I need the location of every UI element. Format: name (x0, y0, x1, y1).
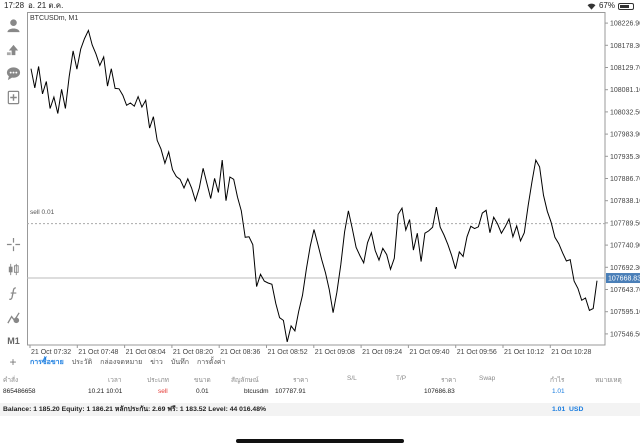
candles-icon[interactable] (4, 260, 23, 278)
col-profit: กำไร (550, 377, 565, 384)
x-tick-label: 21 Oct 10:12 (504, 349, 544, 355)
battery-percent: 67% (598, 1, 615, 10)
col-time: เวลา (108, 377, 122, 384)
order-line-label: sell 0.01 (30, 209, 55, 216)
cell-time: 10.21 10:01 (88, 388, 123, 395)
col-type: ประเภท (147, 377, 169, 384)
battery-fill (620, 4, 630, 8)
x-tick-label: 21 Oct 08:04 (126, 349, 166, 355)
y-tick-label: 108226.90 (610, 21, 640, 28)
add-tab-button[interactable]: + (9, 355, 17, 369)
table-header: คำสั่ง เวลา ประเภท ขนาด สัญลักษณ์ ราคา S… (0, 373, 640, 386)
price-line (30, 28, 598, 343)
status-bar: 17:28 อ. 21 ต.ค. 67% (0, 0, 640, 12)
trade-icon[interactable] (4, 40, 23, 58)
cell-price-open: 107787.91 (275, 388, 306, 395)
col-comment: หมายเหตุ (595, 377, 622, 384)
status-time: 17:28 (4, 1, 25, 10)
timeframe-button[interactable]: M1 (7, 336, 20, 346)
cell-volume: 0.01 (196, 388, 209, 395)
objects-icon[interactable] (4, 308, 23, 326)
y-tick-label: 108178.30 (610, 43, 640, 50)
tab-trade[interactable]: การซื้อขาย (30, 358, 64, 366)
current-price-label: 107668.83 (608, 276, 640, 283)
col-volume: ขนาด (194, 377, 211, 384)
x-tick-label: 21 Oct 08:52 (268, 349, 308, 355)
x-tick-label: 21 Oct 08:20 (173, 349, 213, 355)
x-tick-label: 21 Oct 09:08 (315, 349, 355, 355)
x-tick-label: 21 Oct 09:56 (457, 349, 497, 355)
add-chart-icon[interactable] (4, 88, 23, 106)
indicator-icon[interactable] (4, 284, 23, 302)
cell-order: 865486658 (3, 388, 36, 395)
positions-table: คำสั่ง เวลา ประเภท ขนาด สัญลักษณ์ ราคา S… (0, 373, 640, 399)
y-tick-label: 107983.90 (610, 132, 640, 139)
chart-symbol-label: BTCUSDm, M1 (30, 15, 79, 22)
col-symbol: สัญลักษณ์ (231, 377, 259, 384)
balance-text: Balance: 1 185.20 Equity: 1 186.21 หลักป… (3, 406, 267, 413)
x-tick-label: 21 Oct 10:28 (551, 349, 591, 355)
balance-bar: Balance: 1 185.20 Equity: 1 186.21 หลักป… (0, 403, 640, 416)
battery-icon (618, 2, 634, 10)
col-tp: T/P (396, 375, 407, 382)
chart-area[interactable]: 108226.90 108178.30 108129.70 108081.10 1080… (27, 12, 640, 355)
col-swap: Swap (479, 375, 496, 382)
tab-history[interactable]: ประวัติ (71, 358, 93, 366)
price-chart[interactable]: 108226.90 108178.30 108129.70 108081.10 1080… (27, 12, 640, 355)
balance-profit: 1.01 (552, 406, 566, 413)
left-toolbar: M1 (0, 12, 27, 355)
y-tick-label: 108129.70 (610, 65, 640, 72)
y-tick-label: 108032.50 (610, 109, 640, 116)
y-tick-label: 107740.90 (610, 243, 640, 250)
y-tick-label: 107838.10 (610, 198, 640, 205)
bottom-tabs: + การซื้อขาย ประวัติ กล่องจดหมาย ข่าว บั… (0, 355, 640, 369)
col-price-open: ราคา (293, 377, 309, 384)
home-indicator[interactable] (236, 439, 404, 443)
status-date: อ. 21 ต.ค. (28, 1, 64, 10)
status-right: 67% (587, 0, 634, 12)
y-tick-label: 107546.50 (610, 331, 640, 338)
col-sl: S/L (347, 375, 357, 382)
current-price-tag (606, 273, 640, 284)
y-tick-label: 107935.30 (610, 154, 640, 161)
y-tick-label: 107789.50 (610, 220, 640, 227)
x-tick-label: 21 Oct 07:32 (31, 349, 71, 355)
col-price-current: ราคา (441, 377, 457, 384)
y-tick-label: 107595.10 (610, 309, 640, 316)
cell-profit: 1.01 (552, 388, 565, 395)
cell-symbol: btcusdm (244, 388, 269, 395)
balance-currency: USD (569, 406, 584, 413)
chat-icon[interactable] (4, 64, 23, 82)
x-tick-label: 21 Oct 07:48 (78, 349, 118, 355)
tab-settings[interactable]: การตั้งค่า (196, 358, 226, 366)
cell-price-current: 107686.83 (424, 388, 455, 395)
y-tick-label: 107886.70 (610, 176, 640, 183)
x-tick-label: 21 Oct 09:24 (362, 349, 402, 355)
y-tick-label: 107643.70 (610, 287, 640, 294)
col-order: คำสั่ง (3, 377, 19, 384)
crosshair-icon[interactable] (4, 235, 23, 253)
table-row[interactable]: 865486658 10.21 10:01 sell 0.01 btcusdm … (0, 386, 640, 399)
x-tick-label: 21 Oct 09:40 (409, 349, 449, 355)
cell-type: sell (158, 388, 168, 395)
plot-frame (27, 12, 606, 346)
account-icon[interactable] (4, 16, 23, 34)
tab-news[interactable]: ข่าว (150, 358, 163, 366)
x-tick-label: 21 Oct 08:36 (220, 349, 260, 355)
wifi-icon (587, 3, 596, 10)
y-tick-label: 107692.30 (610, 265, 640, 272)
y-tick-label: 108081.10 (610, 87, 640, 94)
tab-journal[interactable]: บันทึก (170, 358, 189, 366)
tab-mailbox[interactable]: กล่องจดหมาย (100, 358, 143, 366)
